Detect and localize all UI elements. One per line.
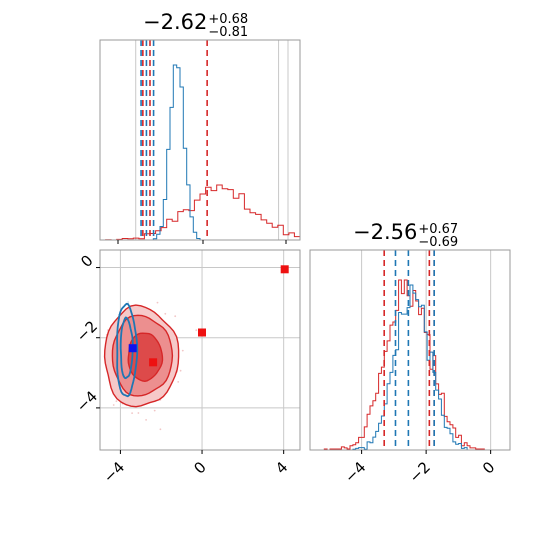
side-histogram-title: −2.56 +0.67 −0.69 <box>353 222 458 250</box>
scatter-panel: −4 0 4 0 −2 −4 <box>73 249 301 486</box>
blue-marker <box>128 344 137 353</box>
red-sample-point <box>137 412 140 414</box>
x-tick-label: −4 <box>100 458 128 486</box>
red-sample-point <box>153 409 156 412</box>
blue-series-histogram <box>310 284 510 451</box>
red-sample-point <box>164 312 167 315</box>
red-sample-point <box>145 419 148 421</box>
red-sample-point <box>159 428 162 431</box>
red-marker <box>149 358 158 367</box>
red-series-histogram <box>310 279 510 451</box>
x-tick-label: 0 <box>479 458 498 477</box>
x-tick-label: 0 <box>190 458 209 477</box>
side-title-minus: −0.69 <box>418 235 459 251</box>
red-sample-point <box>195 329 198 332</box>
red-sample-point <box>179 369 182 372</box>
blue-contour-outer <box>116 302 139 398</box>
side-title-median: −2.56 <box>353 220 418 244</box>
red-sample-point <box>131 412 134 414</box>
x-tick-label: −4 <box>341 458 369 486</box>
red-sample-point <box>177 381 180 383</box>
y-tick-label: −2 <box>73 317 101 345</box>
top-histogram-title: −2.62 +0.68 −0.81 <box>143 12 248 40</box>
red-marker <box>280 265 289 274</box>
top-title-minus: −0.81 <box>208 25 249 41</box>
side-histogram-panel: −4 −2 0 <box>309 249 511 486</box>
side-title-plus: +0.67 <box>418 221 459 237</box>
red-marker <box>198 328 206 337</box>
side-histogram-frame <box>309 249 511 451</box>
top-title-plus: +0.68 <box>208 11 249 27</box>
scatter-frame <box>99 249 301 451</box>
red-sample-point <box>181 349 184 352</box>
blue-contour-inner <box>119 316 134 380</box>
red-sample-point <box>156 301 159 304</box>
red-series-histogram <box>100 184 301 241</box>
x-tick-label: 4 <box>272 458 291 477</box>
blue-sample-point <box>127 301 129 303</box>
top-histogram-frame <box>99 39 301 241</box>
red-sample-point <box>112 404 115 406</box>
top-histogram-panel <box>99 39 301 244</box>
x-tick-label: −2 <box>406 458 434 486</box>
red-sample-point <box>115 400 118 403</box>
top-title-median: −2.62 <box>143 10 208 34</box>
red-sample-point <box>174 315 177 318</box>
y-tick-label: −4 <box>73 387 101 415</box>
blue-series-histogram <box>100 64 300 241</box>
y-tick-label: 0 <box>77 251 96 270</box>
